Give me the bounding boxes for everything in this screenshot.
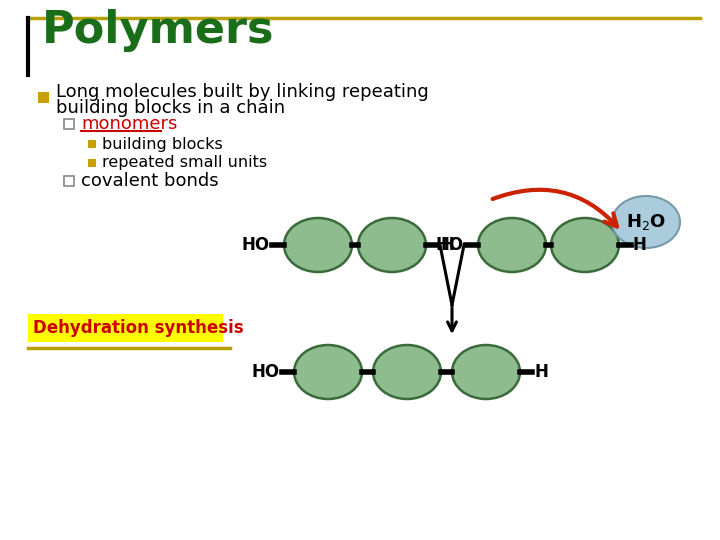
Ellipse shape	[358, 218, 426, 272]
Text: H: H	[534, 363, 548, 381]
Text: Dehydration synthesis: Dehydration synthesis	[33, 319, 243, 337]
Ellipse shape	[284, 218, 352, 272]
Ellipse shape	[294, 345, 362, 399]
Text: Polymers: Polymers	[42, 9, 274, 51]
Text: building blocks in a chain: building blocks in a chain	[56, 99, 285, 117]
Text: repeated small units: repeated small units	[102, 156, 267, 171]
Bar	[64, 119, 74, 129]
Bar	[88, 140, 96, 148]
Ellipse shape	[612, 196, 680, 248]
Text: monomers: monomers	[81, 115, 177, 133]
Text: H: H	[633, 236, 647, 254]
Ellipse shape	[373, 345, 441, 399]
Ellipse shape	[478, 218, 546, 272]
Bar	[38, 92, 49, 103]
Ellipse shape	[551, 218, 619, 272]
Text: HO: HO	[436, 236, 464, 254]
Text: covalent bonds: covalent bonds	[81, 172, 219, 190]
Text: H: H	[440, 236, 454, 254]
Bar	[88, 159, 96, 167]
Bar	[28, 314, 223, 342]
Ellipse shape	[452, 345, 520, 399]
Text: H$_2$O: H$_2$O	[626, 212, 666, 232]
Text: building blocks: building blocks	[102, 137, 222, 152]
Text: HO: HO	[242, 236, 270, 254]
Text: HO: HO	[252, 363, 280, 381]
Bar	[64, 176, 74, 186]
Text: Long molecules built by linking repeating: Long molecules built by linking repeatin…	[56, 83, 428, 101]
